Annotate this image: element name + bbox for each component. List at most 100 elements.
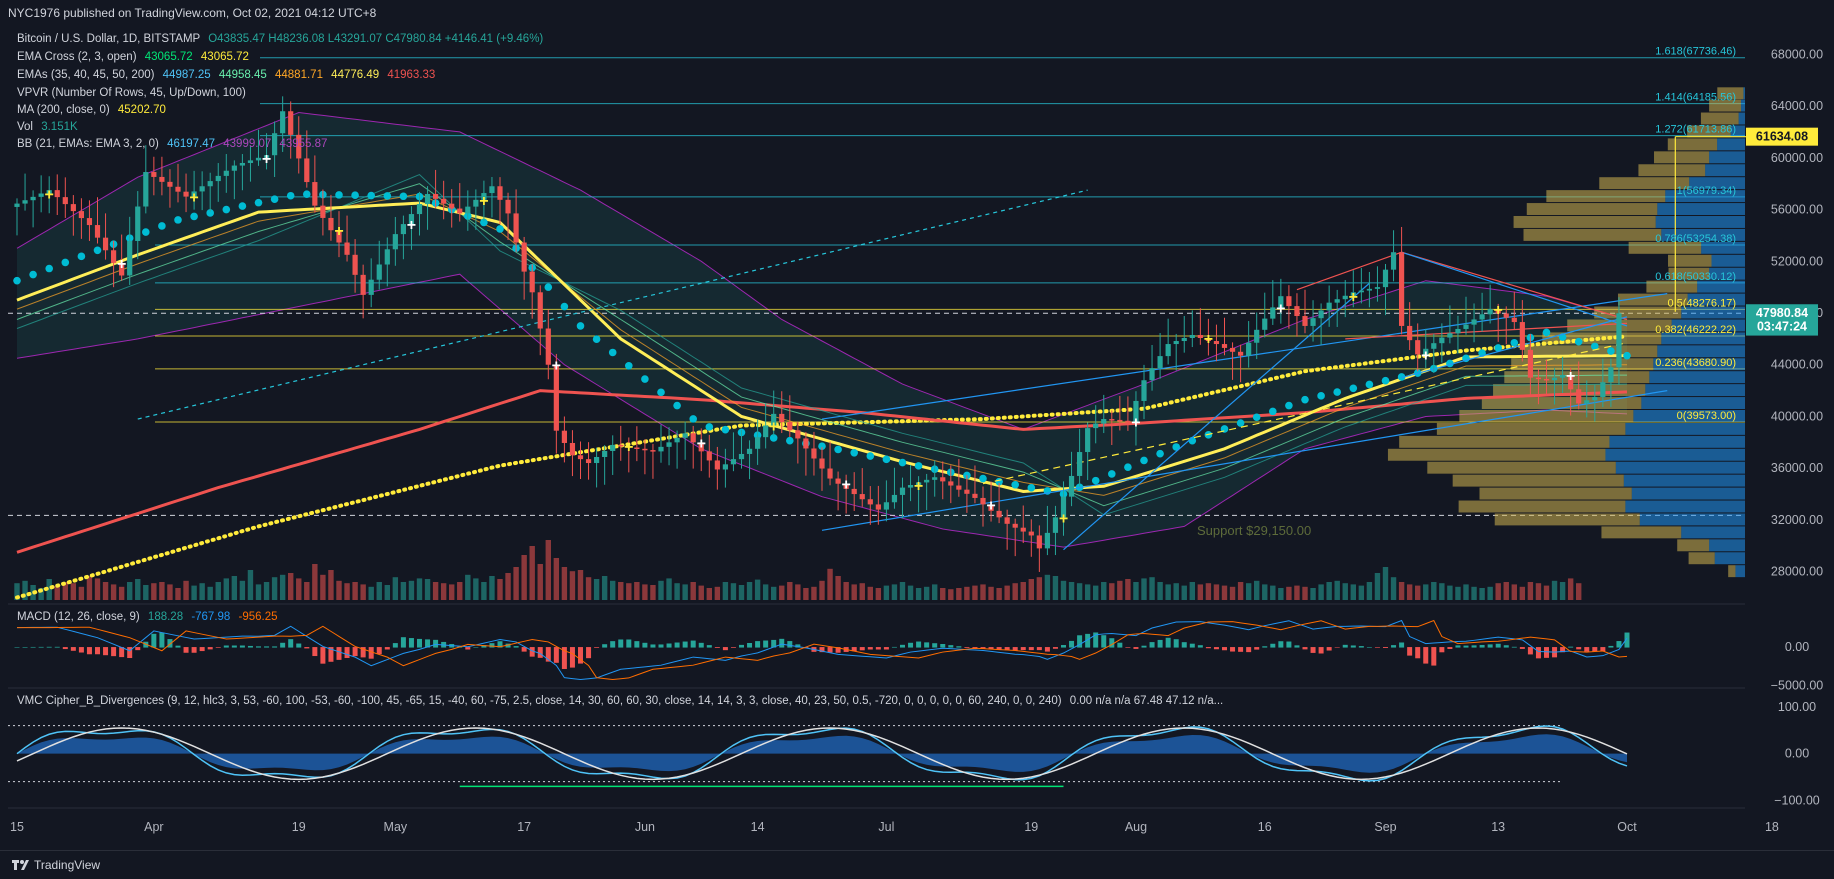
legend-cipher[interactable]: VMC Cipher_B_Divergences (9, 12, hlc3, 3… [17, 695, 1557, 707]
psar-dot [1349, 384, 1358, 393]
legend-ema-cross[interactable]: EMA Cross (2, 3, open) 43065.72 43065.72 [17, 51, 249, 63]
fib-label: 0.786(53254.38) [1655, 233, 1736, 245]
macd-histogram-bar [1374, 647, 1380, 648]
macd-histogram-bar [1391, 645, 1397, 648]
macd-histogram-bar [30, 646, 36, 648]
volume-bar [1205, 583, 1212, 600]
volume-bar [465, 574, 471, 600]
macd-histogram-bar [22, 647, 28, 648]
volume-bar [1109, 583, 1115, 600]
legend-bb[interactable]: BB (21, EMAs: EMA 3, 2, 0) 46197.47 4399… [17, 138, 327, 150]
candle-body [263, 155, 270, 158]
macd-histogram-bar [835, 647, 841, 653]
volume-bar [1149, 577, 1155, 600]
vpvr-up-bar [1649, 371, 1745, 384]
volume-bar [1044, 574, 1051, 600]
volume-bar [167, 584, 173, 600]
candle-body [634, 447, 640, 450]
candle-body [602, 450, 608, 457]
volume-bar [14, 583, 20, 600]
volume-bar [1551, 580, 1558, 600]
candle-body [553, 364, 559, 431]
macd-histogram-bar [111, 647, 117, 657]
legend-macd[interactable]: MACD (12, 26, close, 9) 188.28 -767.98 -… [17, 611, 278, 623]
candle-body [1551, 377, 1558, 381]
macd-histogram-bar [1608, 645, 1614, 648]
volume-bar [432, 582, 439, 600]
candle-body [996, 510, 1002, 518]
cipher-label: VMC Cipher_B_Divergences (9, 12, hlc3, 3… [17, 695, 1062, 707]
legend-ma[interactable]: MA (200, close, 0) 45202.70 [17, 104, 166, 116]
candle-body [891, 494, 898, 503]
candle-body [30, 196, 36, 201]
ema-cross-marker: + [1276, 300, 1285, 317]
candle-body [433, 194, 439, 199]
candle-body [62, 197, 68, 205]
volume-bar [1286, 586, 1292, 600]
volume-bar [440, 583, 447, 600]
candle-body [1584, 400, 1590, 404]
fib-label: 1(56979.34) [1677, 185, 1736, 197]
vpvr-up-bar [1730, 125, 1745, 138]
candle-body [835, 478, 841, 484]
volume-bar [449, 584, 455, 600]
macd-histogram-bar [1584, 647, 1590, 652]
vpvr-up-bar [1709, 539, 1745, 552]
volume-bar [561, 567, 568, 600]
volume-bar [545, 540, 551, 600]
macd-histogram-bar [159, 632, 165, 648]
candle-body [465, 206, 471, 214]
ema-cross-label: EMA Cross (2, 3, open) [17, 51, 137, 63]
vpvr-up-bar [1657, 203, 1745, 215]
psar-dot [1285, 401, 1293, 410]
volume-bar [771, 586, 777, 600]
volume-bar [54, 585, 60, 600]
macd-histogram-bar [1044, 647, 1050, 652]
macd-histogram-bar [1535, 647, 1541, 659]
macd-histogram-bar [1173, 639, 1179, 648]
fib-label: 1.414(64185.56) [1655, 92, 1736, 104]
legend-vol[interactable]: Vol 3.151K [17, 121, 78, 133]
volume-bar [1334, 580, 1340, 600]
ema-cross-marker: + [45, 186, 54, 203]
candle-body [1052, 517, 1059, 533]
volume-bar [127, 582, 133, 600]
macd-axis-label: −5000.00 [1771, 679, 1824, 693]
psar-dot [898, 458, 907, 467]
candle-body [1535, 377, 1542, 380]
macd-histogram-bar [1342, 644, 1348, 648]
macd-histogram-bar [1020, 647, 1026, 651]
candle-body [1447, 333, 1453, 338]
ema-cross-marker: + [262, 151, 271, 168]
macd-histogram-bar [231, 645, 237, 648]
macd-histogram-bar [1600, 647, 1606, 652]
tradingview-logo-icon [12, 858, 30, 875]
candle-body [191, 191, 197, 197]
volume-bar [1415, 585, 1421, 600]
candle-body [899, 487, 906, 495]
macd-histogram-bar [851, 647, 857, 652]
volume-bar [666, 578, 672, 600]
macd-histogram-bar [151, 633, 157, 648]
symbol-name[interactable]: Bitcoin / U.S. Dollar, 1D, BITSTAMP [17, 33, 200, 45]
psar-dot [174, 216, 182, 224]
candle-body [1254, 329, 1260, 343]
volume-bar [1366, 582, 1373, 600]
candle-body [916, 482, 922, 486]
macd-histogram-bar [1503, 645, 1509, 648]
legend-vpvr[interactable]: VPVR (Number Of Rows, 45, Up/Down, 100) [17, 87, 246, 99]
legend-emas[interactable]: EMAs (35, 40, 45, 50, 200) 44987.25 4495… [17, 69, 435, 81]
vpvr-down-bar [1601, 526, 1682, 539]
vpvr-up-bar [1615, 461, 1745, 474]
volume-bar [1213, 584, 1220, 600]
volume-bar [1495, 583, 1501, 600]
volume-bar [698, 585, 704, 600]
psar-dot [222, 205, 231, 214]
psar-dot [142, 228, 150, 236]
volume-bar [1117, 580, 1123, 600]
candle-body [1543, 378, 1550, 381]
volume-bar [1270, 585, 1276, 600]
macd-v2: -767.98 [191, 611, 231, 623]
macd-histogram-bar [1181, 642, 1187, 648]
